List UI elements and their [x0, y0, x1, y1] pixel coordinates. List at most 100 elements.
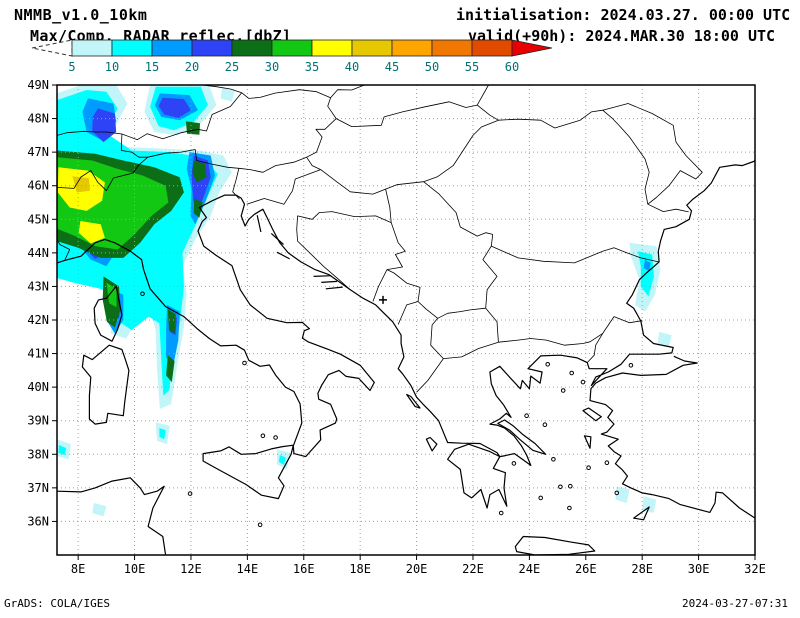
coastline [583, 435, 592, 449]
island [524, 413, 529, 419]
coastline [256, 215, 262, 233]
country-border [602, 109, 689, 213]
lat-tick-label: 36N [27, 514, 49, 528]
country-border [602, 103, 703, 205]
country-border [147, 149, 239, 169]
country-border [476, 85, 489, 106]
country-border [57, 239, 71, 261]
country-border [120, 133, 148, 158]
country-border [397, 301, 438, 325]
country-border [498, 333, 603, 346]
country-border [306, 156, 321, 170]
radar-cell-dbz-5 [615, 486, 630, 503]
island [260, 433, 266, 439]
country-border [57, 130, 122, 136]
colorbar-label: 40 [345, 60, 359, 74]
lat-tick-label: 45N [27, 212, 49, 226]
lon-tick-label: 32E [744, 562, 766, 576]
coastline [514, 535, 596, 555]
radar-cell-dbz-25 [193, 198, 203, 218]
island [140, 291, 145, 297]
country-border [385, 181, 424, 190]
radar-cell-dbz-35 [78, 221, 105, 244]
radar-cell-dbz-10 [278, 455, 286, 465]
island [604, 460, 610, 466]
lat-tick-label: 49N [27, 78, 49, 92]
lat-tick-label: 46N [27, 179, 49, 193]
lat-tick-label: 41N [27, 347, 49, 361]
country-border [586, 333, 604, 363]
radar-layer [57, 85, 672, 517]
lon-tick-label: 16E [293, 562, 315, 576]
country-border [482, 245, 498, 309]
lat-tick-label: 48N [27, 112, 49, 126]
island [542, 422, 548, 428]
country-border [336, 101, 478, 127]
coastline [313, 275, 332, 277]
coastline [57, 477, 167, 555]
coastline [57, 160, 755, 466]
lat-tick-label: 42N [27, 313, 49, 327]
radar-cell-dbz-25 [185, 121, 200, 135]
country-border [306, 118, 337, 158]
country-border [330, 85, 365, 99]
country-border [423, 119, 499, 183]
colorbar-label: 30 [265, 60, 279, 74]
basemap-layer [57, 85, 755, 555]
lat-tick-label: 44N [27, 246, 49, 260]
lon-tick-label: 8E [71, 562, 85, 576]
lon-tick-label: 24E [519, 562, 541, 576]
country-border [246, 169, 321, 205]
country-border [498, 109, 603, 129]
radar-cell-dbz-40 [72, 176, 90, 193]
radar-cell-dbz-25 [192, 160, 207, 183]
coastline [425, 436, 438, 452]
island [551, 457, 556, 462]
country-border [602, 316, 643, 334]
radar-cell-dbz-20 [158, 97, 191, 118]
country-border [443, 341, 499, 359]
island [538, 495, 544, 501]
country-border [490, 234, 659, 264]
country-border [238, 156, 307, 173]
lat-tick-label: 37N [27, 481, 49, 495]
coastline [497, 419, 547, 455]
country-border [385, 189, 392, 223]
lon-tick-label: 22E [462, 562, 484, 576]
lon-tick-label: 10E [124, 562, 146, 576]
country-border [121, 92, 243, 141]
coastline [321, 280, 338, 283]
radar-cell-dbz-5 [92, 503, 107, 517]
colorbar-below-min-arrow [31, 39, 73, 57]
island [586, 465, 591, 471]
colorbar-label: 10 [105, 60, 119, 74]
island [242, 360, 247, 366]
coastline [270, 232, 284, 245]
country-border [327, 97, 337, 119]
radar-cell-dbz-25 [166, 355, 175, 383]
country-border [416, 358, 444, 393]
island [558, 484, 563, 490]
colorbar-above-max-arrow [511, 39, 553, 57]
coastline [582, 407, 602, 422]
lon-tick-label: 30E [688, 562, 710, 576]
country-border [423, 181, 493, 237]
country-border [241, 89, 331, 99]
lon-tick-label: 14E [237, 562, 259, 576]
radar-cell-dbz-10 [159, 428, 166, 440]
country-border [430, 318, 444, 359]
country-border [386, 222, 406, 270]
island [580, 379, 586, 385]
island [614, 490, 620, 496]
lon-tick-label: 26E [575, 562, 597, 576]
radar-cell-dbz-5 [657, 331, 672, 347]
grads-credit: GrADS: COLA/IGES [4, 597, 110, 610]
coastline [633, 506, 650, 521]
country-border [437, 307, 486, 319]
colorbar-label: 50 [425, 60, 439, 74]
island [560, 388, 566, 393]
coastline [81, 344, 130, 425]
coastline [447, 443, 508, 509]
